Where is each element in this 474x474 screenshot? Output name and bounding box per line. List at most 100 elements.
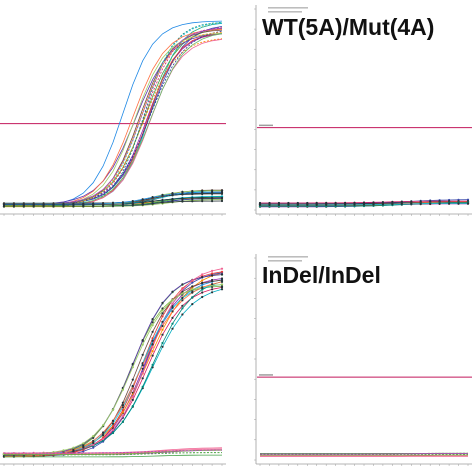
curve-point — [161, 324, 164, 328]
curve-point — [220, 280, 224, 283]
curve-point — [325, 203, 328, 206]
curve-point — [171, 310, 174, 313]
curve-point — [181, 313, 184, 316]
curve-point — [220, 273, 224, 276]
curve-point — [220, 285, 224, 288]
curve-point — [102, 438, 105, 441]
curve-point — [141, 385, 144, 388]
curve-point — [220, 189, 224, 192]
curve-point — [201, 200, 204, 203]
curve-point — [161, 328, 164, 331]
curve-point — [72, 449, 75, 452]
curve-point — [201, 191, 204, 194]
amplification-curve — [4, 449, 222, 454]
amplification-curve — [4, 27, 223, 205]
curve-point — [151, 200, 154, 203]
curve-point — [429, 200, 432, 203]
curve-point — [220, 270, 224, 273]
curve-point — [161, 301, 164, 304]
curve-point — [82, 450, 85, 453]
curve-point — [181, 307, 184, 310]
curve-point — [410, 202, 413, 205]
curve-point — [334, 203, 337, 206]
curve-point — [131, 405, 134, 408]
curve-point — [121, 411, 124, 414]
curve-point — [466, 202, 470, 205]
curve-point — [141, 343, 144, 346]
curve-point — [161, 315, 164, 318]
curve-point — [191, 281, 194, 284]
curve-point — [429, 202, 432, 205]
curve-point — [201, 279, 204, 282]
curve-point — [171, 290, 174, 293]
curve-point — [121, 203, 124, 206]
curve-point — [32, 203, 35, 206]
curve-point — [191, 200, 194, 203]
header-line — [268, 7, 308, 9]
curve-point — [131, 363, 134, 366]
curve-point — [258, 203, 262, 206]
curve-point — [92, 202, 95, 205]
curve-point — [258, 201, 262, 205]
curve-point — [201, 283, 204, 286]
curve-point — [102, 431, 105, 434]
curve-point — [191, 196, 194, 200]
curve-point — [400, 200, 403, 203]
curve-point — [151, 321, 154, 324]
curve-point — [111, 428, 115, 431]
amplification-curve — [4, 449, 223, 455]
curve-point — [181, 299, 184, 302]
curve-point — [191, 279, 194, 282]
curve-point — [220, 288, 224, 291]
threshold-label — [259, 374, 273, 376]
curve-point — [344, 203, 347, 206]
panel-top-right — [254, 5, 472, 216]
curve-point — [201, 196, 204, 199]
curve-point — [211, 274, 214, 277]
panel-bottom-left — [0, 267, 226, 466]
curve-point — [211, 291, 214, 294]
genotype-label-top-right: WT(5A)/Mut(4A) — [262, 14, 434, 40]
curve-point — [2, 203, 6, 206]
curve-point — [211, 283, 214, 286]
amplification-curve — [4, 448, 223, 454]
curve-point — [121, 420, 124, 423]
curve-point — [161, 194, 164, 197]
curve-point — [211, 269, 214, 272]
curve-point — [121, 408, 124, 412]
curve-point — [181, 304, 184, 307]
curve-point — [141, 353, 144, 356]
curve-point — [151, 343, 154, 346]
curve-point — [111, 425, 115, 428]
curve-point — [82, 445, 85, 448]
curve-point — [400, 202, 403, 206]
curve-point — [121, 406, 124, 409]
curve-point — [191, 291, 194, 294]
curve-point — [111, 202, 115, 205]
curve-point — [211, 192, 214, 195]
curve-point — [121, 388, 124, 391]
genotype-label-bottom-right: InDel/InDel — [262, 262, 381, 288]
curve-point — [287, 201, 290, 205]
curve-point — [201, 282, 204, 285]
curve-point — [72, 202, 75, 206]
curve-point — [92, 441, 95, 444]
curve-point — [211, 288, 214, 291]
curve-point — [141, 198, 144, 201]
curve-point — [191, 288, 194, 291]
curve-point — [268, 201, 271, 205]
curve-point — [171, 193, 174, 196]
curve-point — [391, 203, 394, 206]
curve-point — [121, 201, 124, 204]
curve-point — [141, 364, 144, 367]
curve-point — [92, 443, 95, 446]
curve-point — [362, 203, 366, 206]
curve-point — [151, 350, 154, 353]
curve-point — [141, 371, 144, 374]
curve-point — [181, 290, 184, 293]
curve-point — [151, 324, 154, 327]
curve-point — [277, 203, 280, 206]
curve-point — [211, 272, 214, 275]
header-line — [268, 260, 302, 262]
curve-point — [131, 200, 134, 203]
